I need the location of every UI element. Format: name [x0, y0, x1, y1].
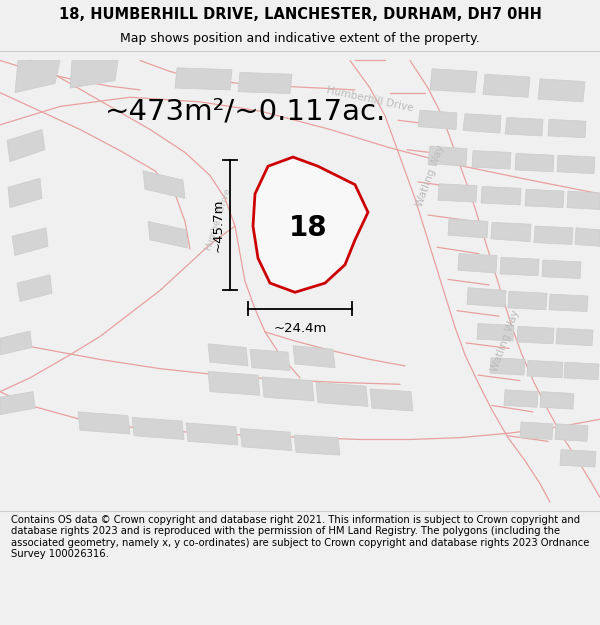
Polygon shape: [430, 69, 477, 92]
Polygon shape: [540, 392, 574, 409]
Polygon shape: [525, 189, 564, 208]
Polygon shape: [70, 61, 118, 88]
Polygon shape: [262, 377, 314, 401]
Polygon shape: [12, 228, 48, 256]
Text: Map shows position and indicative extent of the property.: Map shows position and indicative extent…: [120, 32, 480, 45]
Polygon shape: [370, 389, 413, 411]
Text: Contains OS data © Crown copyright and database right 2021. This information is : Contains OS data © Crown copyright and d…: [11, 514, 589, 559]
Polygon shape: [555, 424, 588, 441]
Polygon shape: [418, 110, 457, 129]
Polygon shape: [490, 357, 525, 375]
Polygon shape: [548, 119, 586, 138]
Polygon shape: [293, 346, 335, 368]
Polygon shape: [481, 186, 521, 205]
Polygon shape: [8, 178, 42, 208]
Polygon shape: [538, 79, 585, 102]
Text: ~473m²/~0.117ac.: ~473m²/~0.117ac.: [104, 97, 386, 125]
Polygon shape: [175, 68, 232, 90]
Polygon shape: [534, 226, 573, 244]
Polygon shape: [500, 258, 539, 276]
Polygon shape: [15, 61, 60, 92]
Polygon shape: [527, 361, 563, 378]
Text: ~24.4m: ~24.4m: [274, 322, 326, 335]
Polygon shape: [316, 382, 368, 406]
Text: Humbe...Drive: Humbe...Drive: [203, 186, 232, 251]
Polygon shape: [148, 221, 188, 248]
Polygon shape: [428, 146, 467, 166]
Polygon shape: [143, 171, 185, 199]
Polygon shape: [560, 449, 596, 467]
Polygon shape: [250, 349, 290, 371]
Polygon shape: [542, 260, 581, 279]
Text: ~45.7m: ~45.7m: [212, 198, 225, 252]
Polygon shape: [472, 151, 511, 169]
Text: Humberhill Drive: Humberhill Drive: [326, 85, 415, 113]
Polygon shape: [0, 392, 35, 414]
Polygon shape: [483, 74, 530, 98]
Text: 18, HUMBERHILL DRIVE, LANCHESTER, DURHAM, DH7 0HH: 18, HUMBERHILL DRIVE, LANCHESTER, DURHAM…: [59, 7, 541, 22]
Text: Watling Way: Watling Way: [489, 309, 521, 373]
Polygon shape: [505, 118, 543, 136]
Polygon shape: [575, 228, 600, 246]
Polygon shape: [0, 331, 32, 355]
Polygon shape: [208, 371, 260, 396]
Polygon shape: [208, 344, 248, 366]
Text: 18: 18: [289, 214, 328, 242]
Text: Watling Way: Watling Way: [414, 143, 446, 208]
Polygon shape: [491, 222, 531, 242]
Polygon shape: [520, 422, 553, 439]
Polygon shape: [467, 288, 506, 307]
Polygon shape: [132, 418, 184, 439]
Polygon shape: [253, 157, 368, 292]
Polygon shape: [508, 291, 547, 310]
Polygon shape: [438, 184, 477, 202]
Polygon shape: [463, 114, 501, 133]
Polygon shape: [504, 390, 538, 408]
Polygon shape: [448, 219, 488, 238]
Polygon shape: [240, 429, 292, 451]
Polygon shape: [294, 435, 340, 455]
Polygon shape: [186, 423, 238, 445]
Polygon shape: [556, 328, 593, 346]
Polygon shape: [564, 362, 599, 380]
Polygon shape: [78, 412, 130, 434]
Polygon shape: [477, 324, 514, 341]
Polygon shape: [517, 326, 554, 344]
Polygon shape: [7, 129, 45, 162]
Polygon shape: [549, 294, 588, 312]
Polygon shape: [515, 153, 554, 172]
Polygon shape: [17, 275, 52, 301]
Polygon shape: [458, 254, 497, 273]
Polygon shape: [557, 155, 595, 174]
Polygon shape: [567, 191, 600, 209]
Polygon shape: [238, 72, 292, 94]
